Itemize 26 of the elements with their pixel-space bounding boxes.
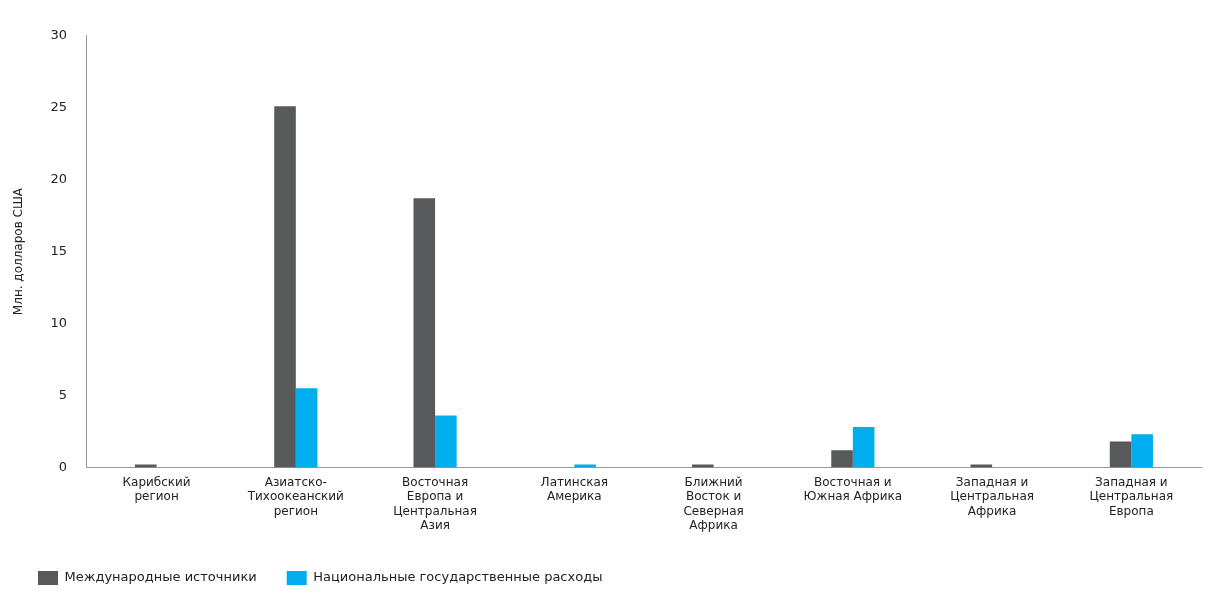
y-axis-title: Млн. долларов США [11,187,26,316]
y-tick-label: 5 [58,386,67,402]
x-tick-label: Азиатско-Тихоокеанский регион [246,474,344,518]
legend-label: Международные источники [64,569,257,585]
bar [274,106,296,468]
x-tick-label: Латинская Америка [540,474,609,504]
x-tick-label: Карибский регион [122,474,191,504]
bar [1109,441,1132,468]
y-tick-label: 15 [50,242,67,258]
bar [831,450,853,468]
legend-label: Национальные государственные расходы [313,569,603,585]
y-tick-label: 20 [50,171,67,187]
y-tick-label: 30 [50,27,67,43]
y-tick-label: 0 [58,458,67,474]
bar [852,427,875,468]
bar [413,198,436,468]
bar [295,388,318,468]
bar [435,415,457,468]
x-tick-label: Восточная и Южная Африка [803,474,903,504]
y-tick-label: 10 [50,314,67,330]
bar [1131,434,1153,468]
x-tick-label: Западная и Центральная Африка [950,474,1034,518]
x-tick-label: Западная и Центральная Европа [1089,474,1174,518]
x-tick-label: Восточная Европа и Центральная Азия [393,474,477,532]
y-tick-label: 25 [50,99,67,115]
x-tick-label: Ближний Восток и Северная Африка [683,474,744,532]
